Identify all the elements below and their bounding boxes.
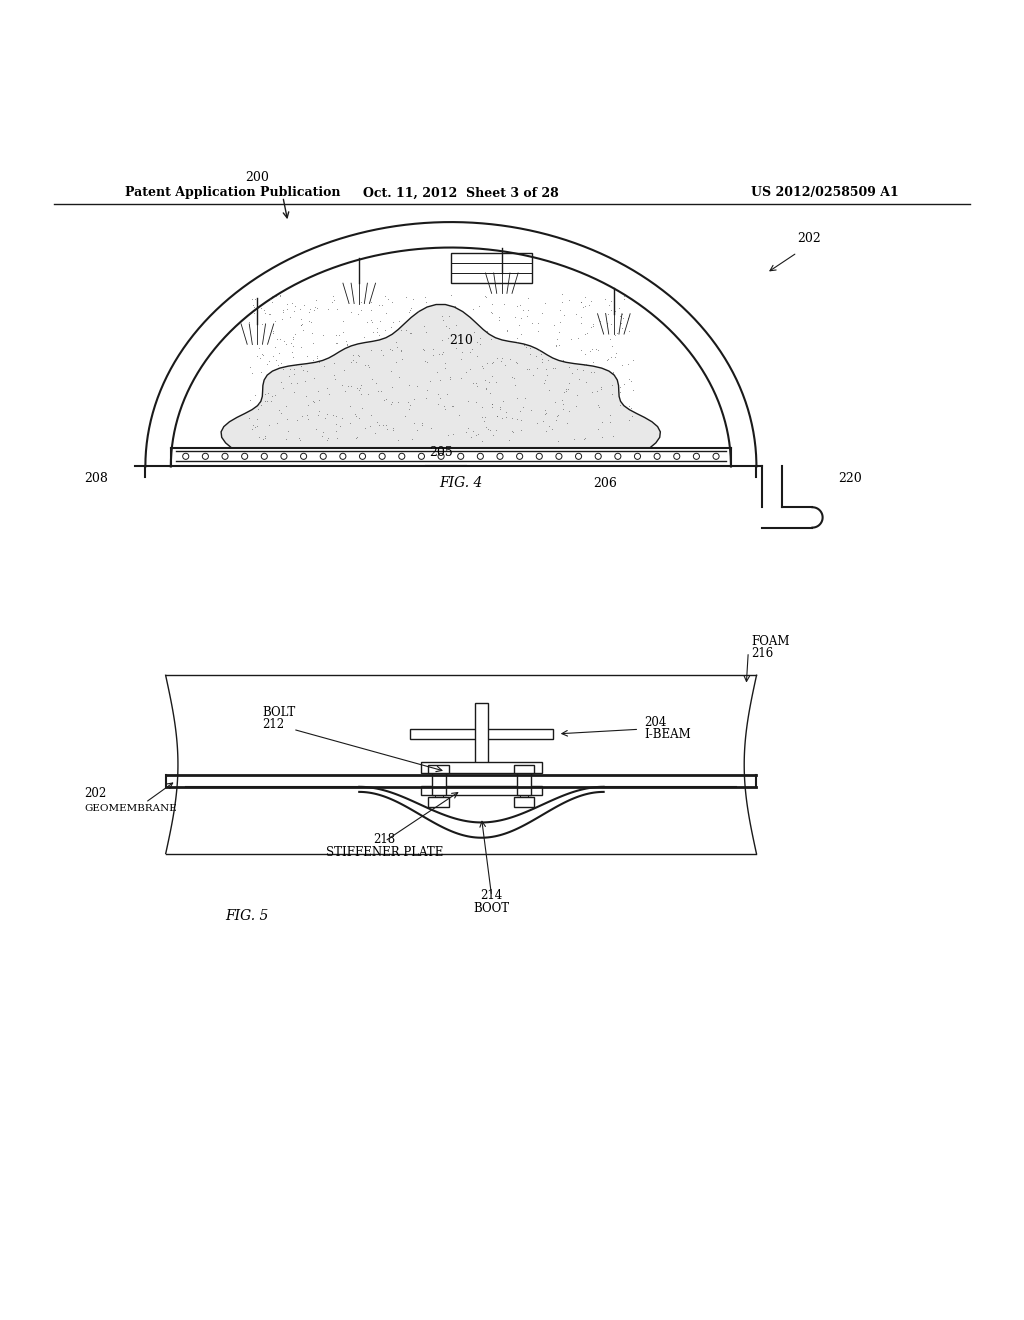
Text: 206: 206 xyxy=(594,477,617,490)
Bar xyxy=(421,763,542,772)
Text: Oct. 11, 2012  Sheet 3 of 28: Oct. 11, 2012 Sheet 3 of 28 xyxy=(364,186,559,199)
Text: 208: 208 xyxy=(84,471,109,484)
Text: 205: 205 xyxy=(429,446,453,459)
Text: BOLT: BOLT xyxy=(262,706,296,719)
Text: I-BEAM: I-BEAM xyxy=(644,729,691,742)
Text: STIFFENER PLATE: STIFFENER PLATE xyxy=(326,846,443,858)
Text: Patent Application Publication: Patent Application Publication xyxy=(125,186,341,199)
Bar xyxy=(517,772,531,795)
Polygon shape xyxy=(197,305,706,449)
Bar xyxy=(411,729,553,739)
Text: 204: 204 xyxy=(644,717,667,729)
Text: 216: 216 xyxy=(752,647,773,660)
Bar xyxy=(428,797,449,807)
Text: US 2012/0258509 A1: US 2012/0258509 A1 xyxy=(752,186,899,199)
Text: FOAM: FOAM xyxy=(752,635,790,648)
Text: 220: 220 xyxy=(838,471,861,484)
Text: 218: 218 xyxy=(374,833,395,846)
Text: FIG. 4: FIG. 4 xyxy=(439,477,482,490)
Text: GEOMEMBRANE: GEOMEMBRANE xyxy=(84,804,177,813)
FancyBboxPatch shape xyxy=(451,252,532,284)
Text: 202: 202 xyxy=(797,232,821,246)
Bar xyxy=(475,704,487,770)
Bar xyxy=(514,766,535,772)
Text: 214: 214 xyxy=(480,890,503,903)
Text: 212: 212 xyxy=(262,718,285,731)
Bar xyxy=(431,772,445,795)
Text: BOOT: BOOT xyxy=(473,902,510,915)
Bar xyxy=(428,766,449,772)
Text: 200: 200 xyxy=(246,172,269,185)
Bar xyxy=(421,785,542,795)
Text: FIG. 5: FIG. 5 xyxy=(225,908,269,923)
Text: 202: 202 xyxy=(84,788,106,800)
Bar xyxy=(514,797,535,807)
Text: 210: 210 xyxy=(450,334,473,347)
